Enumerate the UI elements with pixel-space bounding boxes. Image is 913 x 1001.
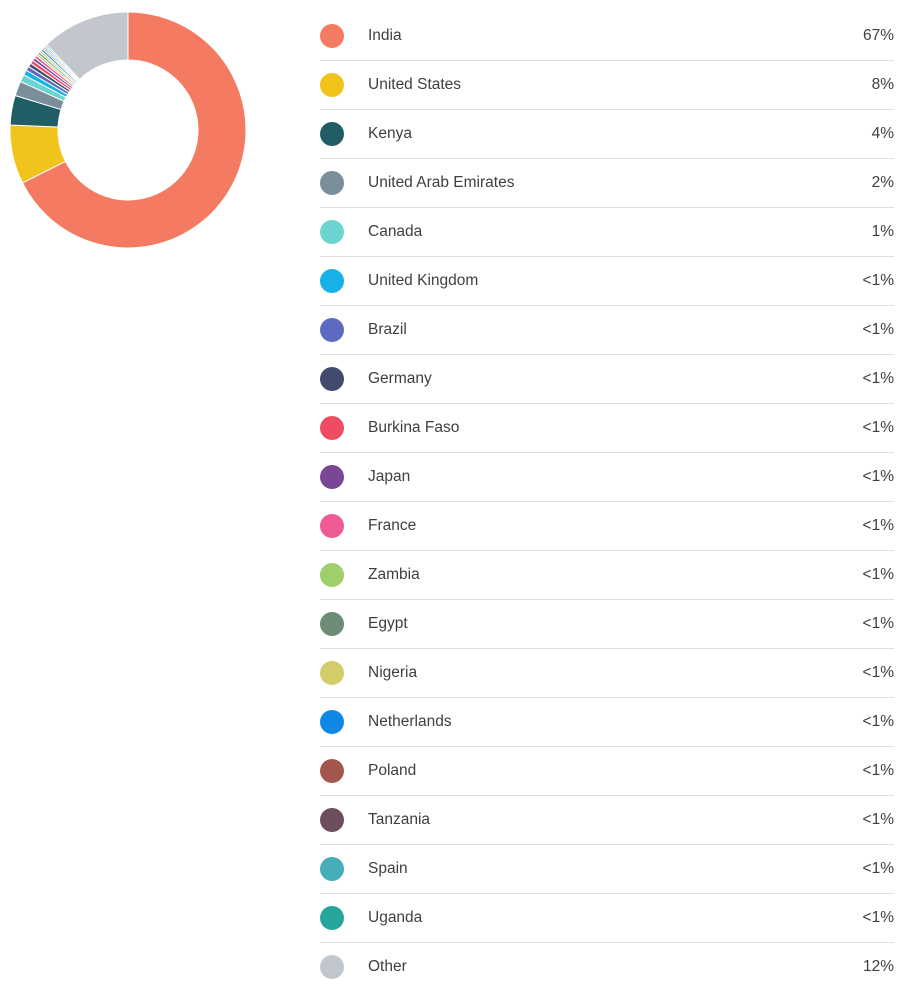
legend: India 67% United States 8% Kenya 4% United Ara… <box>320 12 894 991</box>
legend-swatch <box>320 955 344 979</box>
legend-item[interactable]: Spain <1% <box>320 845 894 894</box>
legend-swatch <box>320 514 344 538</box>
legend-swatch <box>320 906 344 930</box>
legend-item[interactable]: Netherlands <1% <box>320 698 894 747</box>
legend-swatch <box>320 661 344 685</box>
legend-item[interactable]: Zambia <1% <box>320 551 894 600</box>
legend-item[interactable]: Poland <1% <box>320 747 894 796</box>
legend-value: <1% <box>862 713 894 730</box>
legend-item[interactable]: Nigeria <1% <box>320 649 894 698</box>
legend-swatch <box>320 318 344 342</box>
legend-item[interactable]: India 67% <box>320 12 894 61</box>
legend-item[interactable]: France <1% <box>320 502 894 551</box>
legend-swatch <box>320 808 344 832</box>
legend-value: <1% <box>862 517 894 534</box>
legend-item[interactable]: Canada 1% <box>320 208 894 257</box>
legend-swatch <box>320 171 344 195</box>
legend-item[interactable]: United Kingdom <1% <box>320 257 894 306</box>
legend-value: 12% <box>862 958 894 975</box>
legend-item[interactable]: Other 12% <box>320 943 894 991</box>
legend-value: <1% <box>862 468 894 485</box>
legend-swatch <box>320 220 344 244</box>
legend-swatch <box>320 122 344 146</box>
legend-label: United Arab Emirates <box>368 174 515 191</box>
legend-value: 67% <box>862 27 894 44</box>
legend-label: France <box>368 517 417 534</box>
legend-label: India <box>368 27 402 44</box>
legend-value: <1% <box>862 909 894 926</box>
legend-label: Egypt <box>368 615 408 632</box>
legend-item[interactable]: Egypt <1% <box>320 600 894 649</box>
legend-value: <1% <box>862 419 894 436</box>
donut-chart <box>8 10 248 250</box>
donut-slice-india[interactable] <box>21 11 247 249</box>
legend-label: Nigeria <box>368 664 418 681</box>
legend-value: 8% <box>871 76 894 93</box>
legend-label: Burkina Faso <box>368 419 460 436</box>
legend-item[interactable]: Kenya 4% <box>320 110 894 159</box>
legend-swatch <box>320 759 344 783</box>
legend-swatch <box>320 367 344 391</box>
legend-label: United Kingdom <box>368 272 479 289</box>
donut-slice-other[interactable] <box>45 11 129 81</box>
legend-swatch <box>320 857 344 881</box>
legend-label: Poland <box>368 762 417 779</box>
legend-value: <1% <box>862 811 894 828</box>
legend-label: Brazil <box>368 321 407 338</box>
legend-label: Spain <box>368 860 408 877</box>
legend-value: <1% <box>862 321 894 338</box>
legend-value: 1% <box>871 223 894 240</box>
legend-label: Canada <box>368 223 423 240</box>
legend-value: <1% <box>862 272 894 289</box>
legend-value: <1% <box>862 566 894 583</box>
legend-item[interactable]: Brazil <1% <box>320 306 894 355</box>
legend-value: <1% <box>862 615 894 632</box>
donut-chart-svg <box>9 11 247 249</box>
legend-swatch <box>320 24 344 48</box>
legend-label: Zambia <box>368 566 420 583</box>
legend-swatch <box>320 563 344 587</box>
legend-item[interactable]: Japan <1% <box>320 453 894 502</box>
legend-swatch <box>320 269 344 293</box>
legend-label: Tanzania <box>368 811 431 828</box>
legend-value: <1% <box>862 860 894 877</box>
legend-label: United States <box>368 76 462 93</box>
legend-label: Germany <box>368 370 432 387</box>
legend-swatch <box>320 73 344 97</box>
legend-swatch <box>320 612 344 636</box>
legend-value: <1% <box>862 664 894 681</box>
legend-swatch <box>320 416 344 440</box>
legend-item[interactable]: Burkina Faso <1% <box>320 404 894 453</box>
legend-item[interactable]: United Arab Emirates 2% <box>320 159 894 208</box>
legend-value: <1% <box>862 762 894 779</box>
legend-label: Japan <box>368 468 411 485</box>
legend-label: Kenya <box>368 125 412 142</box>
legend-item[interactable]: Germany <1% <box>320 355 894 404</box>
legend-label: Uganda <box>368 909 423 926</box>
legend-swatch <box>320 710 344 734</box>
legend-value: 2% <box>871 174 894 191</box>
legend-label: Netherlands <box>368 713 452 730</box>
legend-swatch <box>320 465 344 489</box>
legend-item[interactable]: Uganda <1% <box>320 894 894 943</box>
legend-label: Other <box>368 958 407 975</box>
legend-item[interactable]: United States 8% <box>320 61 894 110</box>
legend-value: <1% <box>862 370 894 387</box>
legend-item[interactable]: Tanzania <1% <box>320 796 894 845</box>
legend-value: 4% <box>871 125 894 142</box>
